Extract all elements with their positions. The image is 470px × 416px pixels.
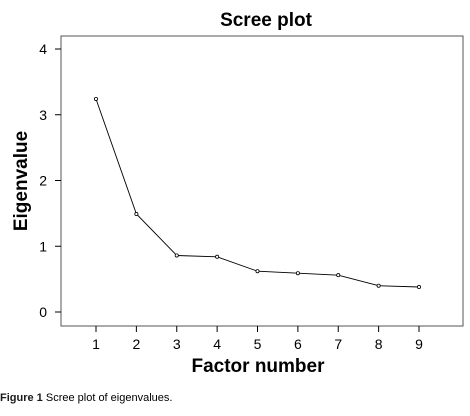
x-tick-label: 3 <box>173 336 181 352</box>
data-point <box>174 253 179 258</box>
series-line-group <box>94 96 421 290</box>
x-axis-label: Factor number <box>191 356 325 377</box>
chart-title: Scree plot <box>220 10 313 31</box>
data-point <box>255 269 260 274</box>
plot-frame <box>60 35 464 327</box>
data-point <box>295 271 300 276</box>
data-point <box>376 283 381 288</box>
data-point <box>416 285 421 290</box>
data-point <box>94 96 99 101</box>
y-tick-label: 0 <box>39 304 47 320</box>
figure-number: Figure 1 <box>0 392 43 404</box>
x-tick-label: 2 <box>132 336 140 352</box>
figure-caption: Figure 1 Scree plot of eigenvalues. <box>0 392 172 404</box>
caption-text: Scree plot of eigenvalues. <box>45 392 173 404</box>
x-tick-label: 4 <box>213 336 221 352</box>
data-point <box>336 273 341 278</box>
y-axis: 0 1 2 3 4 <box>39 41 61 320</box>
y-tick-label: 4 <box>39 41 47 57</box>
x-tick-label: 7 <box>334 336 342 352</box>
x-tick-label: 9 <box>415 336 423 352</box>
data-point <box>134 212 139 217</box>
y-tick-label: 1 <box>39 238 47 254</box>
x-tick-label: 6 <box>294 336 302 352</box>
x-tick-label: 1 <box>92 336 100 352</box>
y-tick-label: 3 <box>39 107 47 123</box>
y-tick-label: 2 <box>39 173 47 189</box>
x-tick-label: 8 <box>375 336 383 352</box>
scree-plot-chart: Scree plot 0 1 2 3 4 1 2 3 4 5 6 7 8 9 Factor number… <box>11 10 464 377</box>
data-point <box>215 254 220 259</box>
y-axis-label: Eigenvalue <box>11 131 32 231</box>
eigenvalue-line <box>95 98 420 288</box>
x-axis: 1 2 3 4 5 6 7 8 9 <box>92 326 423 352</box>
x-tick-label: 5 <box>254 336 262 352</box>
